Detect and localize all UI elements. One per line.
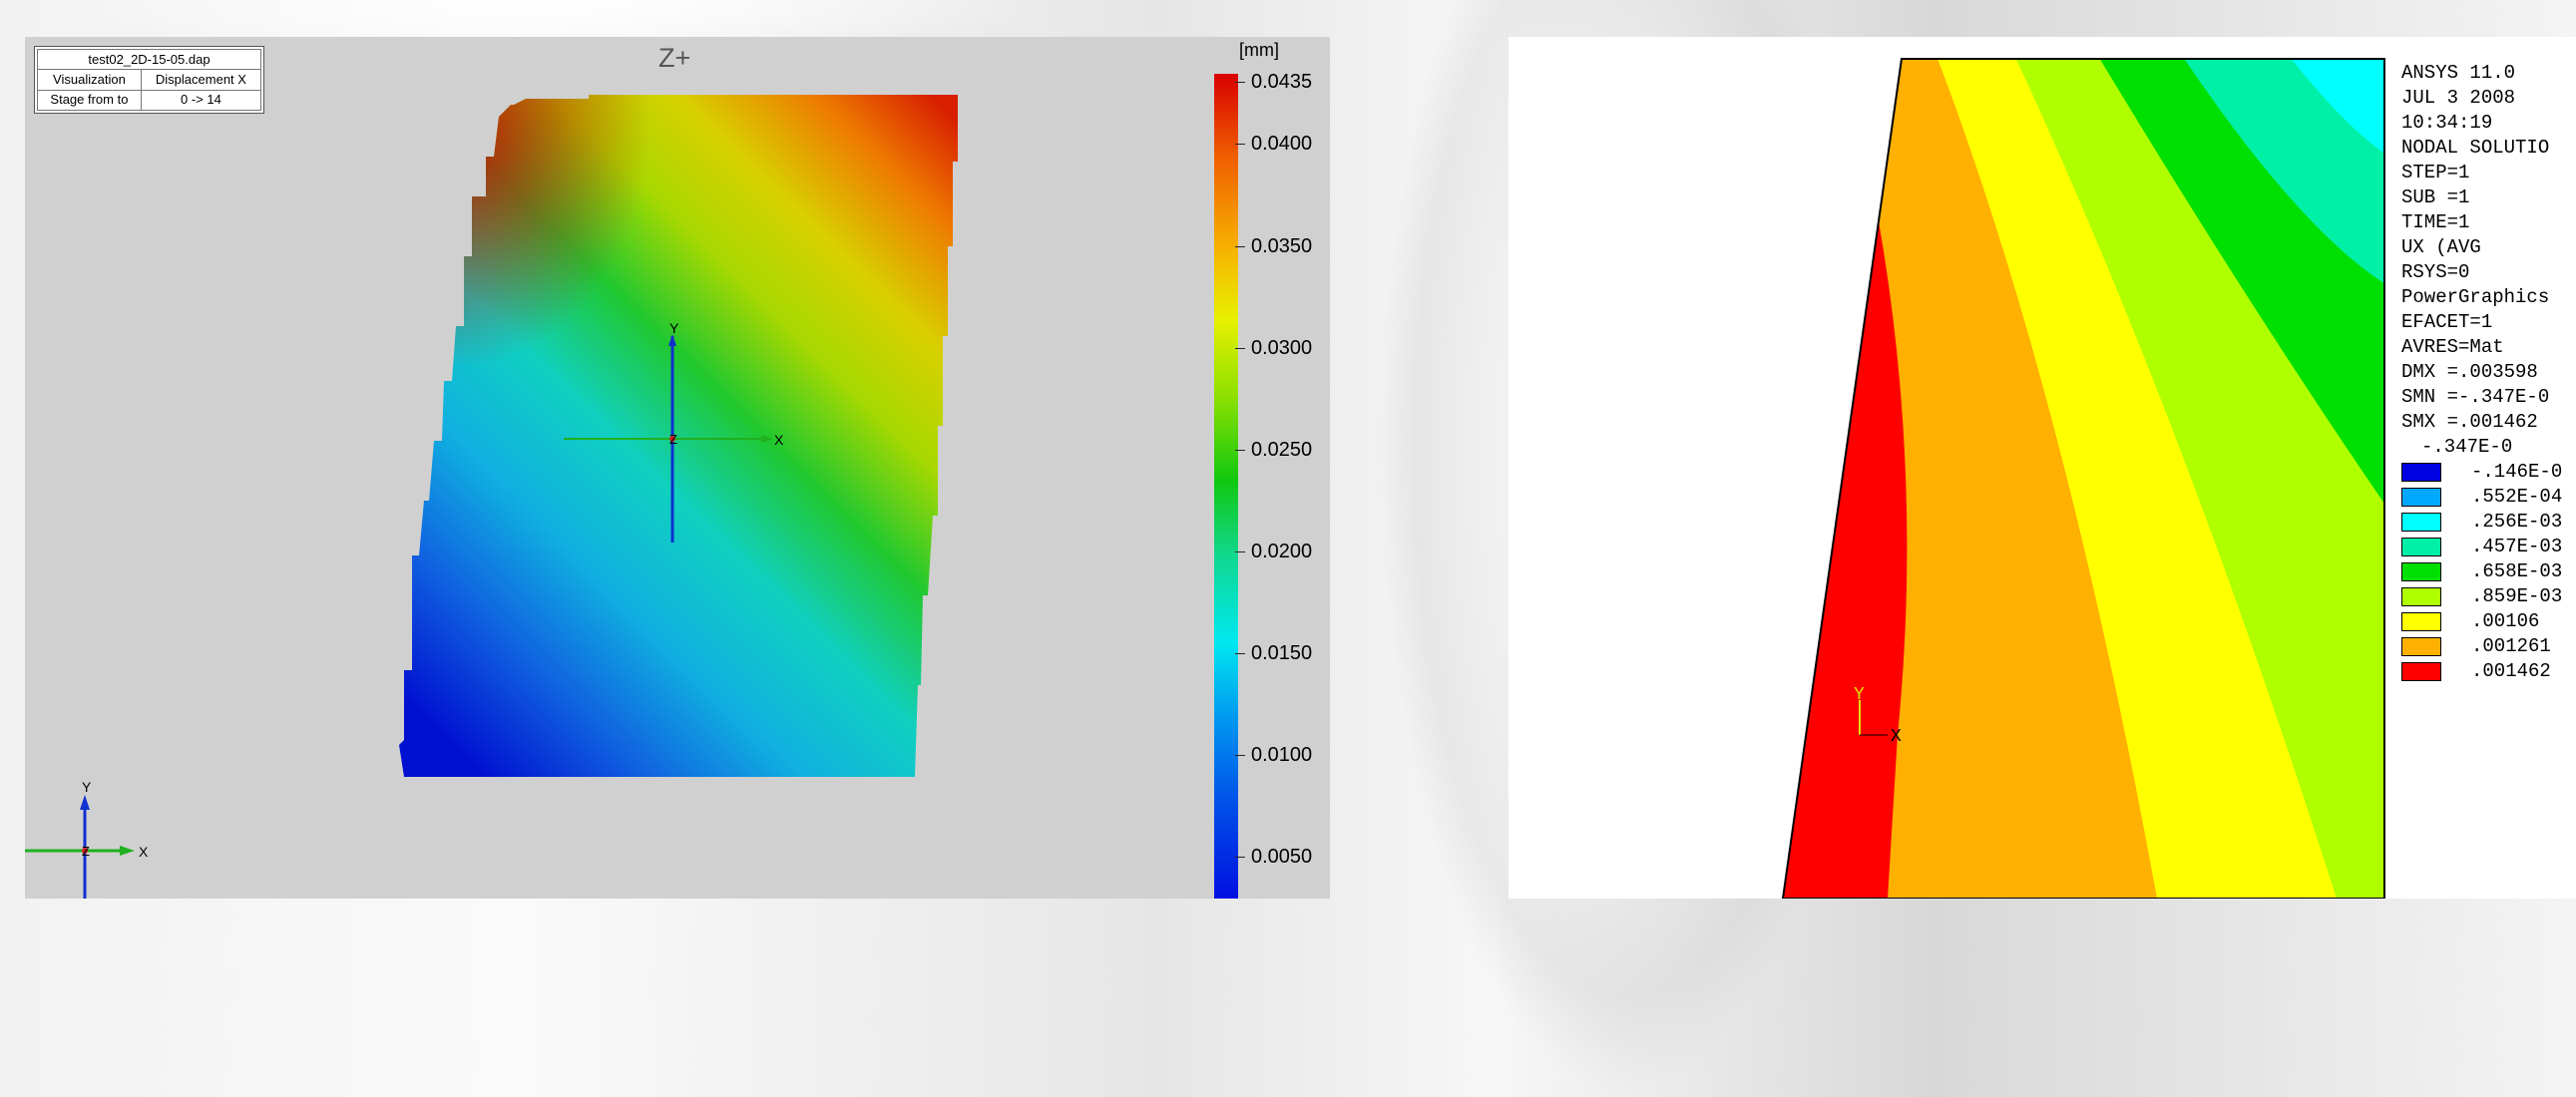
ansys-header-line: SMX =.001462 [2401, 411, 2538, 433]
legend-row: .859E-03 [2401, 584, 2576, 609]
colorbar-unit: [mm] [1239, 40, 1279, 60]
view-direction-label: Z+ [658, 43, 691, 73]
ansys-header-line: TIME=1 [2401, 211, 2470, 233]
legend-row: -.146E-0 [2401, 460, 2576, 485]
legend-rows: -.146E-0 .552E-04 .256E-03 .457E-03 .658E-03… [2401, 460, 2576, 684]
corner-axis-z-label: Z [82, 844, 90, 859]
stage-value: 0 -> 14 [140, 89, 262, 112]
legend-row: .001462 [2401, 659, 2576, 684]
colorbar [1214, 74, 1238, 899]
colorbar-tick-label: 0.0250 [1251, 439, 1313, 461]
legend-row: .001261 [2401, 634, 2576, 659]
stage-label: Stage from to [37, 89, 142, 112]
legend-label: .00106 [2471, 610, 2540, 632]
colorbar-tick-label: 0.0435 [1251, 71, 1313, 93]
colorbar-tick [1235, 82, 1245, 83]
center-axes: Y X Z [564, 320, 784, 543]
dic-viewport[interactable]: Y X Z Y X Z test02_2D-15-05.dap Visualiz… [25, 37, 1330, 899]
legend-label: .457E-03 [2471, 536, 2563, 557]
legend-swatch [2401, 538, 2441, 556]
legend-min-value: -.347E-0 [2421, 436, 2513, 458]
colorbar-tick [1235, 450, 1245, 451]
colorbar-tick [1235, 857, 1245, 858]
colorbar-tick-label: 0.0100 [1251, 744, 1313, 766]
legend-swatch [2401, 463, 2441, 482]
legend-swatch [2401, 513, 2441, 532]
legend-label: .552E-04 [2471, 486, 2563, 508]
colorbar-tick-label: 0.0200 [1251, 541, 1313, 562]
colorbar-tick-label: 0.0300 [1251, 337, 1313, 359]
legend-swatch [2401, 662, 2441, 681]
ansys-viewport[interactable]: Y X ANSYS 11.0 JUL 3 2008 10:34:19 NODAL SO… [1508, 37, 2576, 899]
colorbar-tick-label: 0.0050 [1251, 846, 1313, 868]
ansys-header-line: PowerGraphics [2401, 286, 2550, 308]
colorbar-tick-label: 0.0400 [1251, 133, 1313, 155]
colorbar-tick-label: 0.0150 [1251, 642, 1313, 664]
legend-row: .256E-03 [2401, 510, 2576, 535]
ansys-header-line: DMX =.003598 [2401, 361, 2538, 383]
corner-axis-x-label: X [139, 844, 149, 860]
legend-swatch [2401, 562, 2441, 581]
corner-axes-triad: Y X Z [25, 779, 149, 899]
legend-swatch [2401, 612, 2441, 631]
ansys-header-line: ANSYS 11.0 [2401, 62, 2516, 84]
project-file-name: test02_2D-15-05.dap [37, 48, 261, 71]
corner-axis-y-label: Y [82, 779, 92, 795]
ansys-legend: ANSYS 11.0 JUL 3 2008 10:34:19 NODAL SOLUTI… [2401, 61, 2576, 684]
visualization-value: Displacement X [140, 69, 262, 91]
ansys-header-line: 10:34:19 [2401, 112, 2493, 134]
ansys-header-lines: ANSYS 11.0 JUL 3 2008 10:34:19 NODAL SOLUTI… [2401, 61, 2576, 435]
center-axis-y-label: Y [669, 320, 679, 336]
legend-row: .457E-03 [2401, 535, 2576, 559]
center-axis-z-label: Z [669, 432, 677, 447]
colorbar-tick [1235, 755, 1245, 756]
triad-y-label: Y [1854, 685, 1865, 705]
ansys-header-line: SUB =1 [2401, 186, 2470, 208]
legend-row: .552E-04 [2401, 485, 2576, 510]
colorbar-tick [1235, 246, 1245, 247]
ansys-header-line: RSYS=0 [2401, 261, 2470, 283]
legend-row: .00106 [2401, 609, 2576, 634]
ansys-header-line: STEP=1 [2401, 162, 2470, 183]
ansys-header-line: SMN =-.347E-0 [2401, 386, 2550, 408]
visualization-label: Visualization [37, 69, 142, 91]
ansys-header-line: AVRES=Mat [2401, 336, 2504, 358]
legend-label: .859E-03 [2471, 585, 2563, 607]
colorbar-tick [1235, 551, 1245, 552]
center-axis-x-label: X [774, 432, 784, 448]
ansys-triad: Y X [1854, 685, 1902, 747]
legend-swatch [2401, 587, 2441, 606]
project-info-table: test02_2D-15-05.dap Visualization Displa… [34, 46, 264, 114]
legend-label: -.146E-0 [2471, 461, 2563, 483]
legend-label: .256E-03 [2471, 511, 2563, 533]
ansys-header-line: UX (AVG [2401, 236, 2481, 258]
ansys-header-line: NODAL SOLUTIO [2401, 137, 2550, 159]
ansys-header-line: EFACET=1 [2401, 311, 2493, 333]
colorbar-tick [1235, 144, 1245, 145]
ansys-header-line: JUL 3 2008 [2401, 87, 2516, 109]
triad-x-label: X [1891, 727, 1902, 747]
legend-label: .658E-03 [2471, 560, 2563, 582]
legend-swatch [2401, 488, 2441, 507]
colorbar-tick [1235, 348, 1245, 349]
colorbar-tick [1235, 653, 1245, 654]
displacement-field-plot: Y X Z Y X Z [25, 95, 958, 899]
legend-label: .001261 [2471, 635, 2551, 657]
legend-label: .001462 [2471, 660, 2551, 682]
ansys-contour-plot: Y X [1781, 58, 2385, 899]
legend-swatch [2401, 637, 2441, 656]
legend-row: .658E-03 [2401, 559, 2576, 584]
colorbar-tick-label: 0.0350 [1251, 235, 1313, 257]
